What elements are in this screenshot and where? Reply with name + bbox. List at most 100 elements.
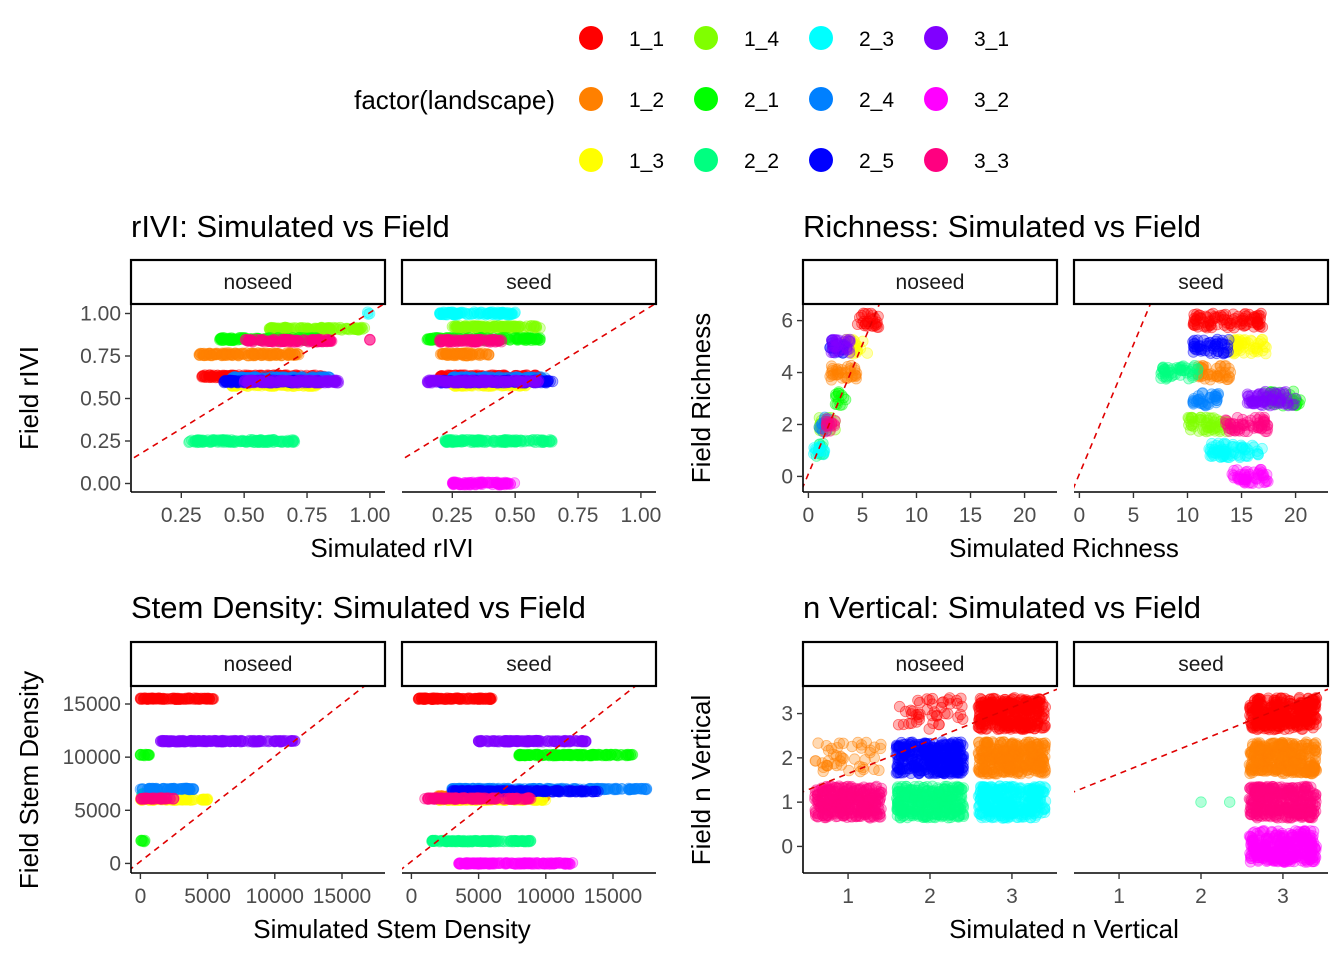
legend-key-1_3 <box>579 148 603 172</box>
point-1_4 <box>510 320 522 333</box>
point-1_3 <box>197 793 210 806</box>
point-2_2 <box>1175 364 1188 377</box>
x-tick-label: 1.00 <box>620 504 661 527</box>
point-2_2 <box>248 436 261 448</box>
point-1_1 <box>1225 319 1237 332</box>
point-3_3 <box>135 793 147 805</box>
point-3_3 <box>321 333 333 346</box>
legend-label-1_4: 1_4 <box>744 28 779 51</box>
point-1_1 <box>1238 320 1250 332</box>
point-1_4 <box>340 322 352 335</box>
legend-key-2_3 <box>809 26 833 50</box>
point-3_3 <box>364 333 376 346</box>
point-2_3 <box>809 443 822 455</box>
point-1_1 <box>1239 308 1251 320</box>
facet-strip-label: seed <box>1178 271 1224 294</box>
legend-label-3_3: 3_3 <box>974 150 1009 173</box>
point-1_2 <box>221 349 233 362</box>
point-2_2 <box>470 434 482 447</box>
point-2_1 <box>566 749 578 762</box>
legend-key-3_2 <box>924 87 948 111</box>
legend-label-1_3: 1_3 <box>629 150 664 173</box>
point-1_1 <box>205 693 218 705</box>
y-tick-label: 1.00 <box>80 303 121 326</box>
legend-key-2_1 <box>694 87 718 111</box>
point-1_1 <box>194 693 206 705</box>
point-2_5 <box>1221 342 1234 354</box>
point-1_4 <box>348 322 361 335</box>
point-2_2 <box>537 436 549 448</box>
x-axis-label: Simulated rIVI <box>310 533 473 563</box>
point-1_2 <box>1211 362 1223 375</box>
x-tick-label: 5 <box>1128 504 1140 527</box>
point-2_2 <box>447 436 459 448</box>
point-2_4 <box>174 783 187 795</box>
points-layer <box>131 305 384 461</box>
y-tick-label: 10000 <box>63 746 121 769</box>
point-2_2 <box>453 835 465 847</box>
point-2_1 <box>583 749 595 762</box>
point-3_2 <box>493 479 505 491</box>
point-3_3 <box>820 419 833 432</box>
point-1_1 <box>1191 308 1203 320</box>
y-tick-label: 0 <box>781 465 793 488</box>
point-3_1 <box>283 375 296 388</box>
x-tick-label: 10000 <box>246 885 304 908</box>
point-3_3 <box>255 334 267 346</box>
point-1_2 <box>238 348 250 360</box>
point-1_4 <box>320 322 333 334</box>
point-2_1 <box>225 333 238 345</box>
point-2_5 <box>1201 340 1213 352</box>
facet-strip-label: noseed <box>224 271 293 294</box>
point-3_1 <box>840 334 852 346</box>
legend-key-2_4 <box>809 87 833 111</box>
facet-strip-label: noseed <box>896 271 965 294</box>
point-1_4 <box>492 320 504 332</box>
point-2_2 <box>240 436 253 449</box>
point-2_1 <box>138 749 151 762</box>
x-tick-label: 0.75 <box>558 504 599 527</box>
point-1_4 <box>506 320 518 333</box>
point-3_3 <box>243 334 255 346</box>
legend-key-2_5 <box>809 148 833 172</box>
point-3_1 <box>270 735 283 747</box>
point-2_3 <box>500 307 512 319</box>
x-tick-label: 0.50 <box>224 504 265 527</box>
y-tick-label: 0.75 <box>80 345 121 368</box>
point-3_1 <box>829 334 841 346</box>
facet-strip-label: seed <box>506 271 552 294</box>
point-3_3 <box>470 335 482 348</box>
legend-label-3_2: 3_2 <box>974 89 1009 112</box>
point-2_5 <box>1211 337 1224 350</box>
y-tick-label: 5000 <box>74 799 121 822</box>
x-tick-label: 0.25 <box>161 504 202 527</box>
point-1_2 <box>831 365 844 377</box>
point-2_5 <box>218 375 230 388</box>
point-3_1 <box>238 375 251 387</box>
point-3_1 <box>327 375 339 388</box>
legend-label-2_2: 2_2 <box>744 150 779 173</box>
point-3_3 <box>163 792 176 805</box>
point-1_3 <box>1256 333 1269 346</box>
point-2_2 <box>222 434 234 447</box>
point-2_2 <box>505 834 518 847</box>
point-3_3 <box>1228 418 1240 430</box>
point-3_3 <box>285 336 298 348</box>
point-1_1 <box>204 369 217 381</box>
point-3_1 <box>304 376 317 389</box>
point-2_2 <box>530 434 543 446</box>
y-axis-label: Field Richness <box>686 313 716 484</box>
point-1_4 <box>282 322 294 334</box>
point-1_2 <box>267 349 279 361</box>
point-3_1 <box>529 376 541 389</box>
point-1_2 <box>453 347 466 360</box>
y-tick-label: 0.25 <box>80 430 121 453</box>
identity-line <box>803 305 880 489</box>
points-layer <box>803 305 885 489</box>
